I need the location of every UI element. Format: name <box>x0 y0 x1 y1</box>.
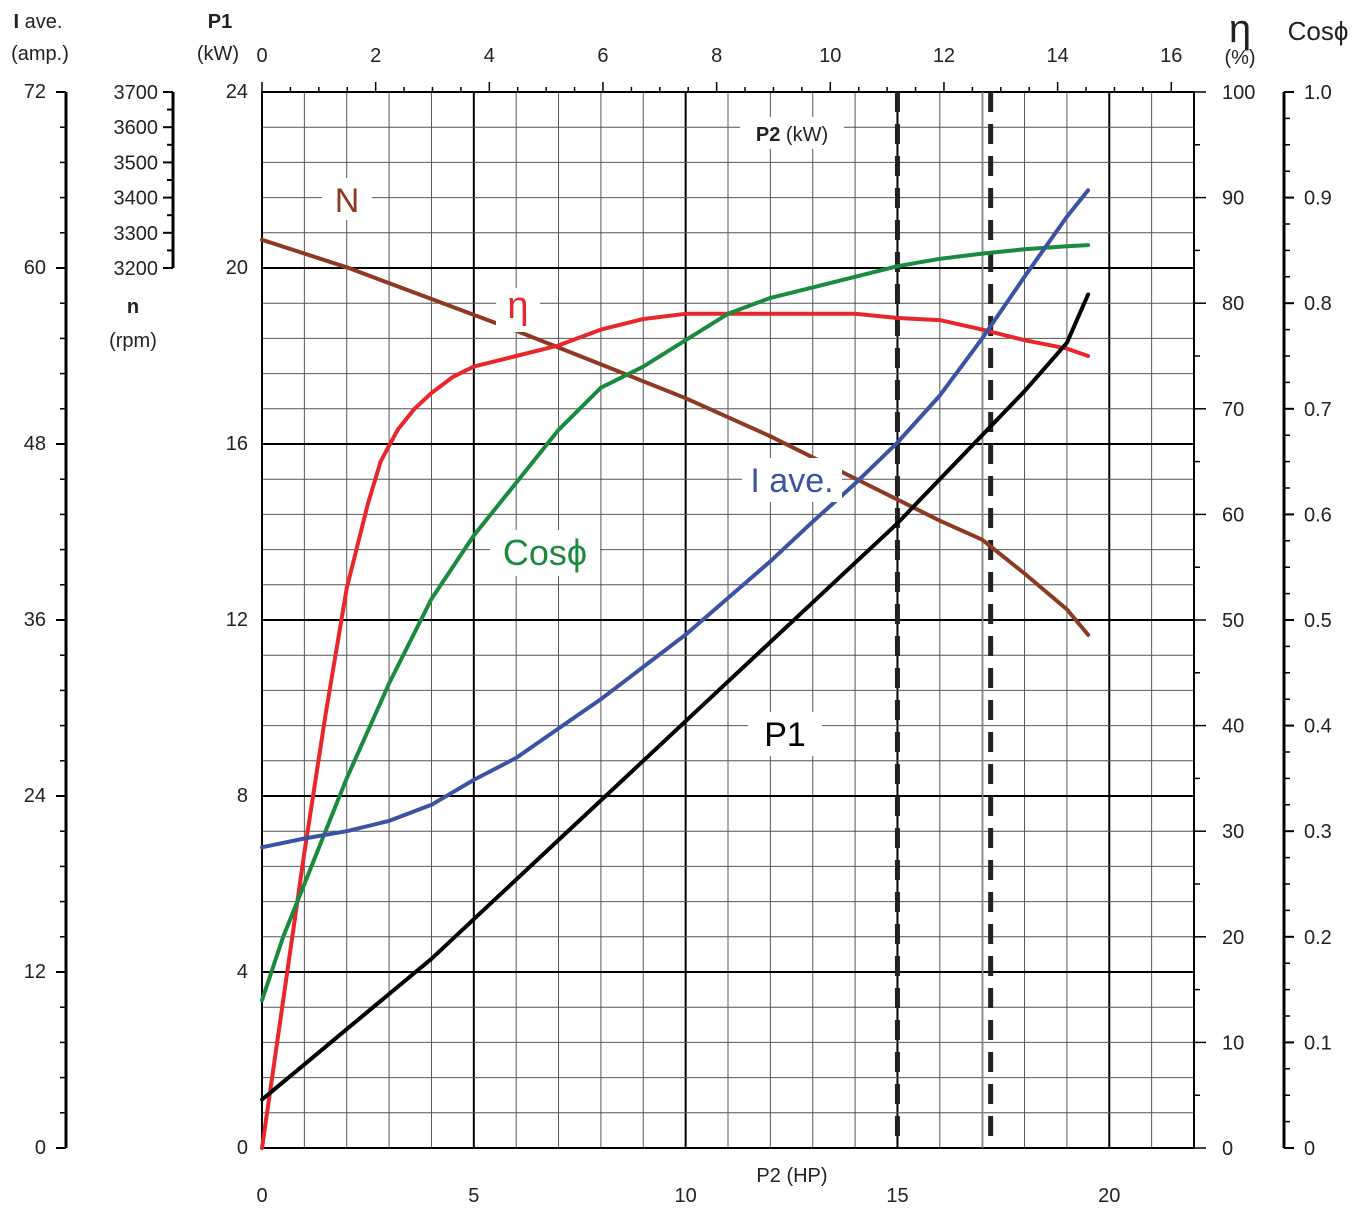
p2-kw-axis-title: P2 (kW) <box>740 117 844 149</box>
p1-axis-unit: (kW) <box>197 43 239 65</box>
kw-tick-label: 2 <box>370 45 381 67</box>
p1-tick-label: 16 <box>226 433 248 455</box>
cos-tick-label: 0.8 <box>1304 293 1332 315</box>
hp-tick-label: 15 <box>886 1185 908 1207</box>
kw-tick-label: 10 <box>819 45 841 67</box>
grid <box>261 91 1195 1149</box>
eta-axis-unit: (%) <box>1224 47 1255 69</box>
label-n: N <box>322 178 372 220</box>
cos-tick-label: 0.6 <box>1304 504 1332 526</box>
cos-tick-label: 0.4 <box>1304 716 1332 738</box>
cos-tick-label: 0.2 <box>1304 927 1332 949</box>
eta-tick-label: 80 <box>1222 293 1244 315</box>
axes: 0 5 10 15 200 2 4 6 8 10 12 14 160481216202401224364… <box>24 45 1332 1207</box>
n-axis-title: n <box>127 296 139 318</box>
speed-curve <box>260 237 1091 637</box>
i-tick-label: 0 <box>35 1137 46 1159</box>
hp-tick-label: 20 <box>1098 1185 1120 1207</box>
hp-tick-label: 10 <box>675 1185 697 1207</box>
n-tick-label: 3300 <box>114 223 159 245</box>
p1-tick-label: 20 <box>226 257 248 279</box>
eta-tick-label: 60 <box>1222 504 1244 526</box>
i-tick-label: 12 <box>24 961 46 983</box>
label-p1: P1 <box>748 712 822 756</box>
svg-text:I ave.: I ave. <box>750 462 833 500</box>
n-tick-label: 3200 <box>114 258 159 280</box>
kw-tick-label: 6 <box>597 45 608 67</box>
efficiency-curve <box>260 311 1091 1150</box>
input-power-curve <box>260 292 1091 1102</box>
p1-tick-label: 4 <box>237 961 248 983</box>
current-curve <box>260 188 1091 850</box>
cos-tick-label: 0.7 <box>1304 399 1332 421</box>
i-tick-label: 36 <box>24 609 46 631</box>
kw-tick-label: 12 <box>933 45 955 67</box>
i-axis-title: I ave. <box>14 11 63 33</box>
eta-tick-label: 30 <box>1222 821 1244 843</box>
hp-tick-label: 5 <box>468 1185 479 1207</box>
cos-tick-label: 0.9 <box>1304 188 1332 210</box>
svg-text:P2 (HP): P2 (HP) <box>756 1165 827 1187</box>
label-eta: η <box>496 285 540 332</box>
cos-tick-label: 0 <box>1304 1138 1315 1160</box>
svg-text:P1: P1 <box>764 716 806 754</box>
n-tick-label: 3700 <box>114 82 159 104</box>
svg-text:Cosϕ: Cosϕ <box>503 532 587 573</box>
cos-tick-label: 0.1 <box>1304 1032 1332 1054</box>
svg-text:N: N <box>335 182 360 220</box>
eta-tick-label: 50 <box>1222 610 1244 632</box>
eta-axis-title: η <box>1229 7 1251 51</box>
eta-tick-label: 0 <box>1222 1138 1233 1160</box>
n-tick-label: 3400 <box>114 188 159 210</box>
label-cos: Cosϕ <box>490 530 600 576</box>
kw-tick-label: 8 <box>711 45 722 67</box>
eta-tick-label: 10 <box>1222 1032 1244 1054</box>
p1-axis-title: P1 <box>208 11 232 33</box>
kw-tick-label: 16 <box>1160 45 1182 67</box>
eta-tick-label: 70 <box>1222 399 1244 421</box>
eta-tick-label: 90 <box>1222 188 1244 210</box>
i-axis-unit: (amp.) <box>11 43 69 65</box>
p2-hp-axis-title: P2 (HP) <box>742 1158 842 1190</box>
cos-tick-label: 0.5 <box>1304 610 1332 632</box>
svg-text:P2 (kW): P2 (kW) <box>756 124 828 146</box>
kw-tick-label: 14 <box>1046 45 1068 67</box>
n-tick-label: 3600 <box>114 117 159 139</box>
hp-tick-label: 0 <box>256 1185 267 1207</box>
curves <box>260 188 1091 1150</box>
p1-tick-label: 24 <box>226 81 248 103</box>
i-tick-label: 72 <box>24 81 46 103</box>
cos-axis-title: Cosϕ <box>1288 16 1349 46</box>
power-factor-curve <box>260 243 1091 1003</box>
svg-text:η: η <box>507 285 528 327</box>
kw-tick-label: 4 <box>484 45 495 67</box>
eta-tick-label: 20 <box>1222 927 1244 949</box>
label-i-ave: I ave. <box>742 458 842 502</box>
p1-tick-label: 0 <box>237 1137 248 1159</box>
n-tick-label: 3500 <box>114 152 159 174</box>
p1-tick-label: 12 <box>226 609 248 631</box>
cos-tick-label: 0.3 <box>1304 821 1332 843</box>
eta-tick-label: 40 <box>1222 716 1244 738</box>
i-tick-label: 24 <box>24 785 46 807</box>
eta-tick-label: 100 <box>1222 82 1255 104</box>
i-tick-label: 60 <box>24 257 46 279</box>
n-axis-unit: (rpm) <box>109 330 157 352</box>
kw-tick-label: 0 <box>256 45 267 67</box>
p1-tick-label: 8 <box>237 785 248 807</box>
i-tick-label: 48 <box>24 433 46 455</box>
cos-tick-label: 1.0 <box>1304 82 1332 104</box>
